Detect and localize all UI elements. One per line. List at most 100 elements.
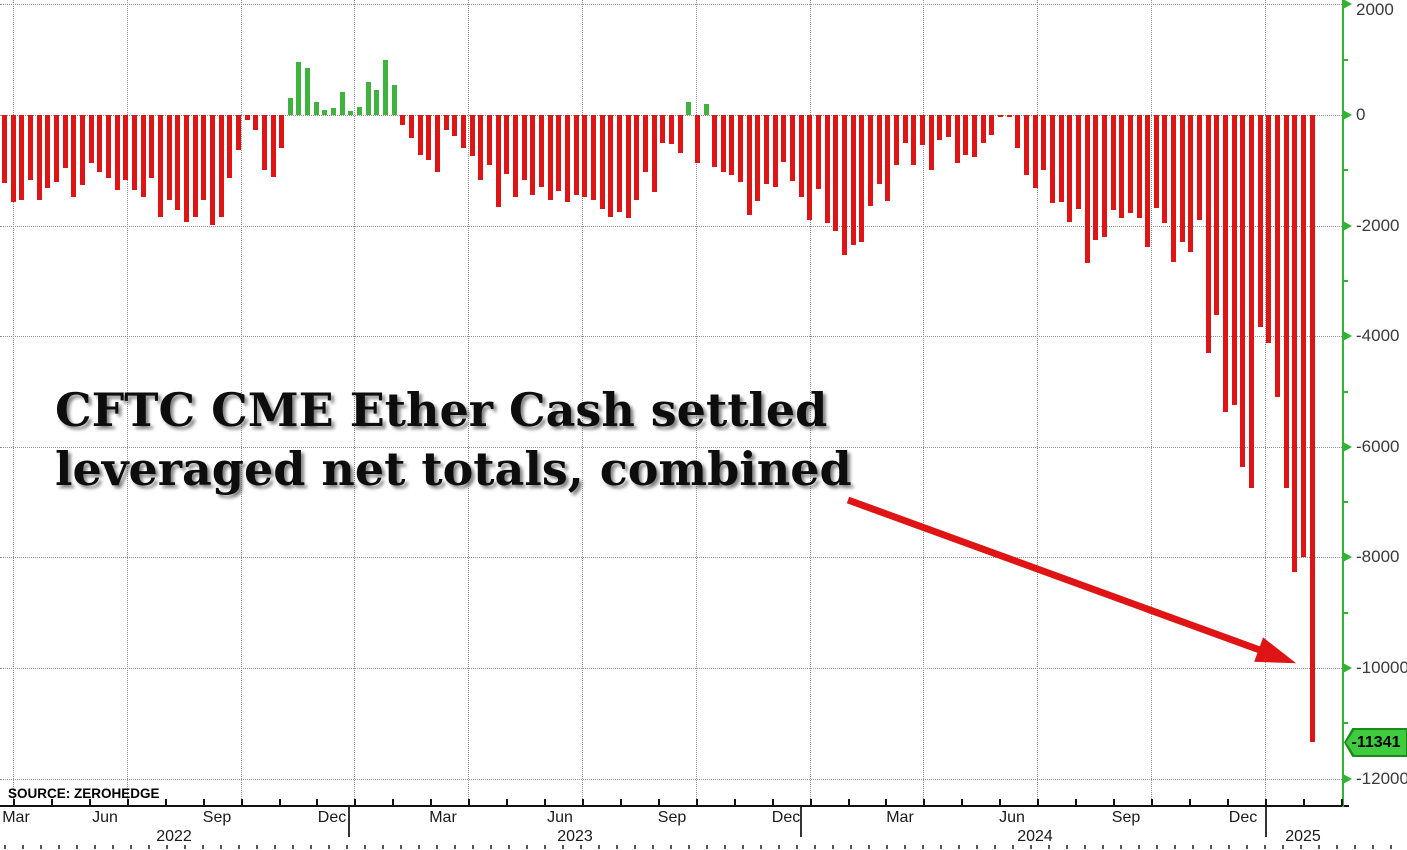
data-bar xyxy=(885,115,891,202)
data-bar xyxy=(270,115,276,177)
data-bar xyxy=(192,115,198,217)
bottom-tick-dash xyxy=(274,845,276,849)
y-axis-arrow-icon xyxy=(1343,663,1352,674)
bottom-tick-dash xyxy=(256,845,258,849)
bottom-tick-dash xyxy=(850,845,852,849)
data-bar xyxy=(348,111,354,115)
bottom-tick-dash xyxy=(112,845,114,849)
data-bar xyxy=(435,115,440,172)
bottom-tick-dash xyxy=(508,845,510,849)
bottom-tick-dash xyxy=(814,845,816,849)
x-month-tick xyxy=(392,799,395,806)
y-gridline xyxy=(0,668,1342,670)
data-bar xyxy=(452,115,458,136)
x-month-tick xyxy=(354,799,357,806)
x-gridline xyxy=(582,0,583,805)
x-month-tick xyxy=(506,799,509,806)
bottom-tick-dash xyxy=(1336,845,1338,849)
data-bar xyxy=(746,115,752,216)
bottom-tick-dash xyxy=(670,845,672,849)
bottom-tick-dash xyxy=(958,845,960,849)
x-month-tick xyxy=(202,799,205,806)
x-month-tick xyxy=(1113,799,1115,806)
bottom-tick-dash xyxy=(1102,845,1104,849)
data-bar xyxy=(1093,115,1099,240)
x-month-tick xyxy=(50,799,53,806)
y-gridline xyxy=(0,225,1342,227)
x-month-tick xyxy=(1150,799,1153,806)
data-bar xyxy=(842,115,847,255)
y-minor-tick xyxy=(1342,390,1348,393)
data-bar xyxy=(625,115,631,218)
x-month-tick xyxy=(885,799,888,806)
x-month-label: Mar xyxy=(886,809,914,826)
data-bar xyxy=(971,115,977,157)
data-bar xyxy=(807,115,813,221)
data-bar xyxy=(556,115,562,191)
data-bar xyxy=(1162,115,1168,223)
bottom-tick-dash xyxy=(796,845,798,849)
data-bar xyxy=(339,91,345,115)
data-bar xyxy=(677,115,683,154)
y-axis-arrow-icon xyxy=(1343,220,1352,231)
data-bar xyxy=(859,115,865,243)
data-bar xyxy=(365,81,371,115)
data-bar xyxy=(1249,115,1254,489)
data-bar xyxy=(703,103,709,115)
x-month-label: Mar xyxy=(2,809,30,826)
data-bar xyxy=(36,115,42,201)
data-bar xyxy=(79,115,85,186)
y-gridline xyxy=(0,4,1342,6)
y-axis-arrow-icon xyxy=(1343,331,1352,342)
bottom-tick-dash xyxy=(1264,845,1266,849)
data-bar xyxy=(54,115,59,182)
data-bar xyxy=(512,115,518,197)
data-bar xyxy=(538,115,544,187)
bottom-tick-dash xyxy=(994,845,996,849)
x-month-tick xyxy=(809,799,812,806)
data-bar xyxy=(62,115,68,169)
x-gridline xyxy=(1265,0,1266,805)
bottom-tick-dash xyxy=(184,845,186,849)
data-bar xyxy=(729,115,735,175)
bottom-tick-dash xyxy=(490,845,492,849)
data-bar xyxy=(911,115,917,165)
data-bar xyxy=(989,115,995,135)
x-gridline xyxy=(354,0,355,805)
bottom-tick-dash xyxy=(1192,845,1194,849)
data-bar xyxy=(149,115,155,179)
data-bar xyxy=(582,115,588,198)
bottom-tick-dash xyxy=(562,845,564,849)
data-bar xyxy=(1197,115,1203,221)
bottom-tick-dash xyxy=(364,845,366,849)
data-bar xyxy=(868,115,873,206)
bottom-tick-dash xyxy=(1048,845,1050,849)
data-bar xyxy=(651,115,657,192)
x-month-tick xyxy=(961,799,964,806)
data-bar xyxy=(1041,115,1047,171)
data-bar xyxy=(1006,115,1012,117)
data-bar xyxy=(417,115,423,155)
data-bar xyxy=(997,115,1003,118)
x-month-label: Jun xyxy=(999,809,1025,826)
data-bar xyxy=(1084,115,1090,264)
data-bar xyxy=(487,115,492,165)
x-month-tick xyxy=(13,799,15,806)
data-bar xyxy=(157,115,163,217)
x-month-tick xyxy=(1075,799,1077,806)
bottom-tick-dash xyxy=(310,845,312,849)
bottom-tick-dash xyxy=(94,845,96,849)
bottom-tick-dash xyxy=(130,845,132,849)
data-bar xyxy=(928,115,934,171)
data-bar xyxy=(790,115,796,181)
data-bar xyxy=(634,115,640,201)
bottom-tick-dash xyxy=(904,845,906,849)
bottom-tick-dash xyxy=(58,845,60,849)
data-bar xyxy=(937,115,943,140)
data-bar xyxy=(599,115,605,209)
x-month-label: Mar xyxy=(429,809,457,826)
data-bar xyxy=(1292,115,1298,572)
bottom-tick-dash xyxy=(454,845,456,849)
y-tick-label: 2000 xyxy=(1356,0,1394,19)
